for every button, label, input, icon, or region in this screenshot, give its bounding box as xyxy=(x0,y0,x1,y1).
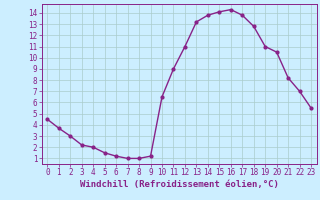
X-axis label: Windchill (Refroidissement éolien,°C): Windchill (Refroidissement éolien,°C) xyxy=(80,180,279,189)
